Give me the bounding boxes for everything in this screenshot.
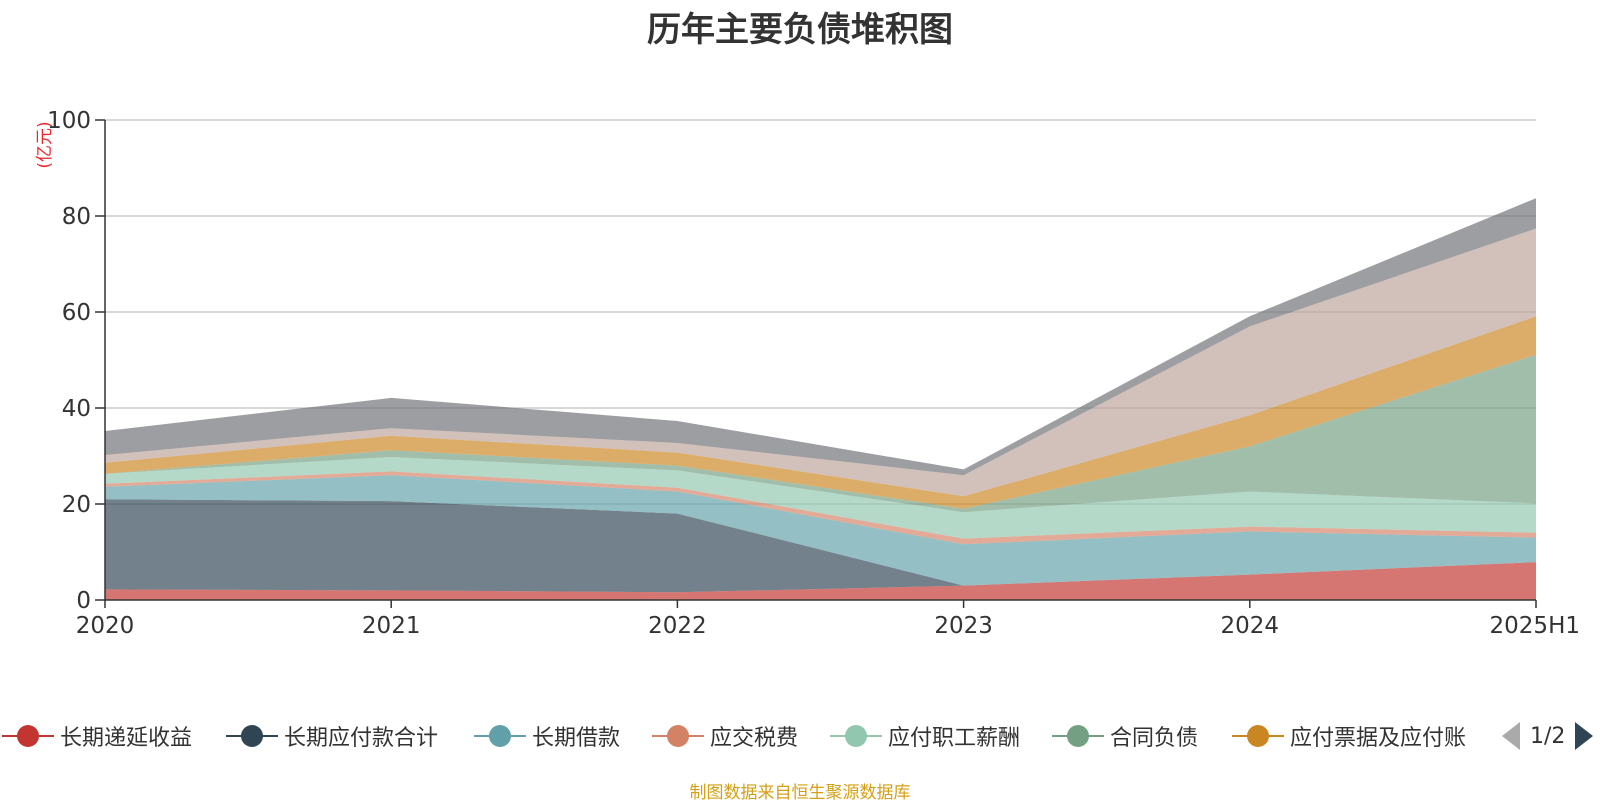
legend-label: 长期递延收益 xyxy=(60,726,193,751)
x-tick-label: 2021 xyxy=(362,613,421,639)
legend-item[interactable]: 长期递延收益 xyxy=(2,714,192,758)
legend-item[interactable]: 应付票据及应付账 xyxy=(1232,714,1466,758)
legend-prev-page-icon[interactable] xyxy=(1502,722,1520,750)
area-series-7 xyxy=(105,228,1536,497)
x-tick-label: 2024 xyxy=(1221,613,1280,639)
legend-swatch-icon xyxy=(830,725,882,747)
area-series xyxy=(105,198,1536,600)
chart-title: 历年主要负债堆积图 xyxy=(647,10,953,50)
y-tick-label: 40 xyxy=(62,396,91,422)
legend-swatch-icon xyxy=(652,725,704,747)
x-tick-label: 2023 xyxy=(934,613,993,639)
y-tick-label: 60 xyxy=(62,300,91,326)
x-tick-label: 2020 xyxy=(76,613,135,639)
legend-item[interactable]: 长期借款 xyxy=(474,714,620,758)
legend-label: 应付票据及应付账 xyxy=(1290,726,1467,751)
legend-swatch-icon xyxy=(474,725,526,747)
legend-label: 应交税费 xyxy=(710,726,799,751)
area-series-6 xyxy=(105,316,1536,509)
area-series-2 xyxy=(105,475,1536,586)
source-note: 制图数据来自恒生聚源数据库 xyxy=(689,783,911,803)
legend-item[interactable]: 应付职工薪酬 xyxy=(830,714,1020,758)
area-series-8 xyxy=(105,198,1536,476)
area-series-5 xyxy=(105,354,1536,513)
legend-page-indicator: 1/2 xyxy=(1530,723,1566,749)
legend-item[interactable]: 合同负债 xyxy=(1052,714,1198,758)
y-tick-label: 100 xyxy=(47,108,91,134)
y-axis-unit-label: (亿元) xyxy=(35,121,55,168)
area-series-0 xyxy=(105,562,1536,600)
x-tick-label: 2025H1 xyxy=(1490,613,1580,639)
area-series-1 xyxy=(105,499,1536,593)
legend-swatch-icon xyxy=(1052,725,1104,747)
y-tick-label: 80 xyxy=(62,204,91,230)
legend-swatch-icon xyxy=(226,725,278,747)
legend-swatch-icon xyxy=(1232,725,1284,747)
legend-label: 长期借款 xyxy=(532,726,621,751)
y-tick-label: 20 xyxy=(62,492,91,518)
area-series-4 xyxy=(105,457,1536,539)
legend-next-page-icon[interactable] xyxy=(1575,722,1594,750)
axes: 0 20 40 60 80 100 2020 2021 2022 2023 2024 2025H1 xyxy=(47,108,1580,639)
x-tick-label: 2022 xyxy=(648,613,707,639)
legend-item[interactable]: 应交税费 xyxy=(652,714,798,758)
legend-label: 合同负债 xyxy=(1110,726,1199,751)
area-series-3 xyxy=(105,471,1536,545)
legend-label: 应付职工薪酬 xyxy=(888,726,1021,751)
legend-pager: 1/2 xyxy=(1502,718,1594,754)
legend: 长期递延收益 长期应付款合计 长期借款 应交税费 应付职工薪酬 合同负债 应付票据及应付账 xyxy=(0,714,1600,758)
legend-swatch-icon xyxy=(2,725,54,747)
legend-label: 长期应付款合计 xyxy=(284,726,439,751)
legend-item[interactable]: 长期应付款合计 xyxy=(226,714,438,758)
y-tick-label: 0 xyxy=(76,588,91,614)
